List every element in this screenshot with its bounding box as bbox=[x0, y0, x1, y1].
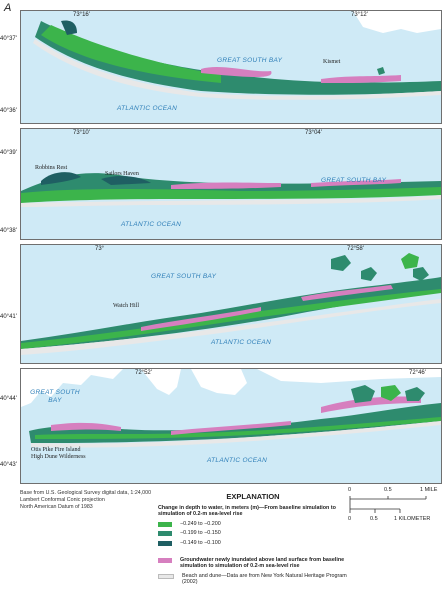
scale-mile-label: 0.5 bbox=[384, 487, 392, 493]
latitude-tick: 40°43' bbox=[0, 462, 17, 468]
map-panel-2: 73°10' 73°04' GREAT SOUTH BAY ATLANTIC O… bbox=[20, 128, 442, 240]
latitude-tick: 40°41' bbox=[0, 314, 17, 320]
legend-class-label: −0.199 to −0.150 bbox=[180, 530, 221, 537]
place-label: High Dune Wilderness bbox=[31, 454, 86, 460]
legend-beach-label: Beach and dune—Data are from New York Na… bbox=[182, 572, 347, 586]
water-label: GREAT SOUTH BAY bbox=[321, 177, 387, 184]
place-label: Watch Hill bbox=[113, 303, 140, 309]
place-label: Kismet bbox=[323, 59, 341, 65]
place-label: Otis Pike Fire Island bbox=[31, 447, 81, 453]
longitude-tick: 73°04' bbox=[305, 130, 322, 136]
longitude-tick: 73°10' bbox=[73, 130, 90, 136]
map-panel-4: 72°52' 72°46' GREAT SOUTH BAY ATLANTIC O… bbox=[20, 368, 442, 484]
latitude-tick: 40°44' bbox=[0, 396, 17, 402]
longitude-tick: 72°52' bbox=[135, 370, 152, 376]
legend-class-label: −0.149 to −0.100 bbox=[180, 539, 221, 546]
legend-heading: Change in depth to water, in meters (m)—… bbox=[158, 504, 336, 518]
legend-swatch bbox=[158, 557, 172, 563]
map-panel-4-graphic bbox=[21, 369, 441, 448]
panel-label: A bbox=[4, 2, 12, 14]
credit-line: North American Datum of 1983 bbox=[20, 504, 93, 510]
longitude-tick: 73°16' bbox=[73, 12, 90, 18]
longitude-tick: 73° bbox=[95, 246, 105, 252]
water-label: GREAT SOUTH BAY bbox=[217, 57, 283, 64]
legend-swatch bbox=[158, 521, 172, 527]
latitude-tick: 40°36' bbox=[0, 108, 17, 114]
water-label: ATLANTIC OCEAN bbox=[121, 221, 182, 228]
legend-inundated-label: Groundwater newly inundated above land s… bbox=[180, 556, 345, 570]
legend-swatch bbox=[158, 531, 172, 537]
water-label: ATLANTIC OCEAN bbox=[211, 339, 272, 346]
legend-title: EXPLANATION bbox=[226, 492, 280, 501]
map-panel-1-graphic bbox=[33, 11, 441, 100]
scale-mile-label: 1 MILE bbox=[420, 487, 438, 493]
water-label: GREAT SOUTH BAY bbox=[30, 389, 80, 404]
scale-bar-graphic bbox=[349, 496, 427, 513]
latitude-tick: 40°37' bbox=[0, 36, 17, 42]
latitude-tick: 40°38' bbox=[0, 228, 17, 234]
legend-inundated-row: Groundwater newly inundated above land s… bbox=[158, 557, 348, 570]
credit-line: Base from U.S. Geological Survey digital… bbox=[20, 490, 152, 496]
credit-line: Lambert Conformal Conic projection bbox=[20, 497, 105, 503]
map-panel-3-graphic bbox=[21, 253, 441, 355]
legend-class-row: −0.249 to −0.200 bbox=[158, 521, 348, 528]
water-label: ATLANTIC OCEAN bbox=[207, 457, 268, 464]
place-label: Robbins Rest bbox=[35, 165, 68, 171]
longitude-tick: 72°46' bbox=[409, 370, 426, 376]
legend-class-row: −0.149 to −0.100 bbox=[158, 540, 348, 547]
water-label: ATLANTIC OCEAN bbox=[117, 105, 178, 112]
scale-mile-label: 0 bbox=[348, 487, 352, 493]
scale-km-label: 1 KILOMETER bbox=[394, 516, 431, 522]
map-credit: Base from U.S. Geological Survey digital… bbox=[20, 490, 151, 511]
map-panel-1: 73°16' 73°12' GREAT SOUTH BAY ATLANTIC O… bbox=[20, 10, 442, 124]
legend: EXPLANATION Change in depth to water, in… bbox=[158, 492, 348, 586]
legend-beach-row: Beach and dune—Data are from New York Na… bbox=[158, 573, 348, 586]
legend-swatch bbox=[158, 573, 174, 579]
place-label: Sailors Haven bbox=[105, 171, 139, 177]
legend-class-row: −0.199 to −0.150 bbox=[158, 530, 348, 537]
legend-swatch bbox=[158, 540, 172, 546]
scale-km-label: 0.5 bbox=[370, 516, 378, 522]
map-panel-2-graphic bbox=[21, 172, 441, 207]
map-panel-3: 73° 72°58' GREAT SOUTH BAY ATLANTIC OCEA… bbox=[20, 244, 442, 364]
latitude-tick: 40°39' bbox=[0, 150, 17, 156]
scale-bar: 0 0.5 1 MILE 0 0.5 1 KILOMETER bbox=[348, 487, 440, 537]
legend-class-label: −0.249 to −0.200 bbox=[180, 520, 221, 527]
longitude-tick: 72°58' bbox=[347, 246, 364, 252]
scale-km-label: 0 bbox=[348, 516, 352, 522]
longitude-tick: 73°12' bbox=[351, 12, 368, 18]
water-label: GREAT SOUTH BAY bbox=[151, 273, 217, 280]
